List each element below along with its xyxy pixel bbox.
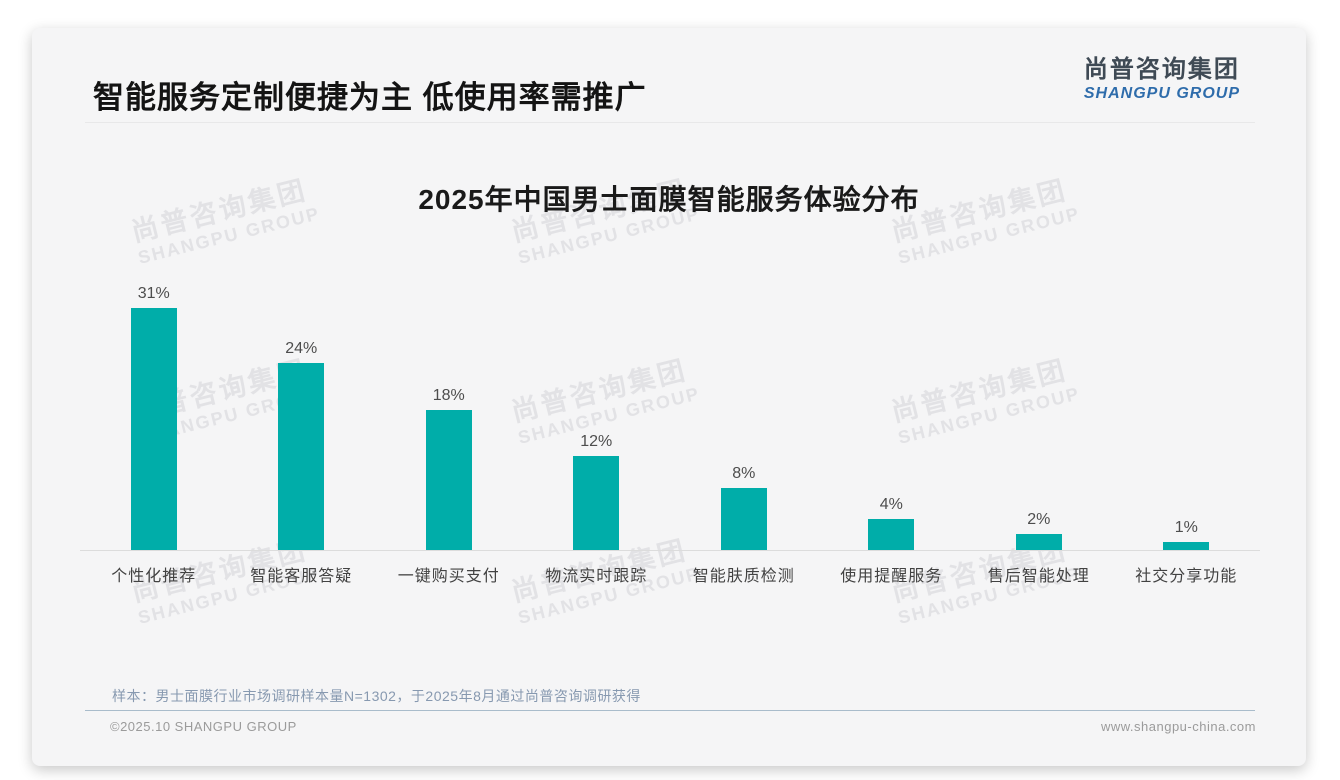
bar-column: 12% <box>523 433 671 550</box>
bar-column: 8% <box>670 465 818 550</box>
bar <box>868 519 915 550</box>
bar-value-label: 8% <box>732 465 756 482</box>
bar <box>1015 534 1062 550</box>
page-title: 智能服务定制便捷为主 低使用率需推广 <box>93 80 647 115</box>
bar-value-label: 18% <box>432 387 465 404</box>
footer: ©2025.10 SHANGPU GROUP www.shangpu-china… <box>110 719 1256 734</box>
bar <box>573 456 620 550</box>
bar-column: 1% <box>1113 519 1261 550</box>
category-label: 物流实时跟踪 <box>545 568 648 585</box>
category-label: 一键购买支付 <box>397 568 500 585</box>
category-label: 智能客服答疑 <box>250 568 353 585</box>
sample-note: 样本：男士面膜行业市场调研样本量N=1302，于2025年8月通过尚普咨询调研获… <box>112 688 641 704</box>
category-label: 个性化推荐 <box>111 568 197 585</box>
title-divider <box>85 122 1255 123</box>
bar-value-label: 4% <box>879 496 903 513</box>
bar <box>720 488 767 550</box>
footer-divider <box>85 710 1255 711</box>
category-label: 使用提醒服务 <box>840 568 943 585</box>
category-label: 社交分享功能 <box>1135 568 1238 585</box>
category-label: 售后智能处理 <box>987 568 1090 585</box>
bar <box>425 410 472 550</box>
bar-column: 2% <box>965 511 1113 550</box>
chart-title: 2025年中国男士面膜智能服务体验分布 <box>418 184 920 215</box>
bar-value-label: 24% <box>285 340 318 357</box>
category-label: 智能肤质检测 <box>692 568 795 585</box>
bar-column: 18% <box>375 387 523 550</box>
bar-chart-plot: 31% 24% 18% 12% 8% 4% 2% 1% <box>80 283 1260 551</box>
bar-value-label: 12% <box>580 433 613 450</box>
logo-chinese-text: 尚普咨询集团 <box>1083 56 1240 83</box>
bar-column: 24% <box>228 340 376 550</box>
bar-value-label: 2% <box>1027 511 1051 528</box>
bar-column: 4% <box>818 496 966 550</box>
bar <box>130 308 177 550</box>
company-logo: 尚普咨询集团 SHANGPU GROUP <box>1084 56 1240 103</box>
category-axis: 个性化推荐 智能客服答疑 一键购买支付 物流实时跟踪 智能肤质检测 使用提醒服务 售后智能处… <box>80 562 1260 586</box>
website-text: www.shangpu-china.com <box>1100 719 1256 734</box>
copyright-text: ©2025.10 SHANGPU GROUP <box>110 719 297 734</box>
slide-card: 尚普咨询集团 SHANGPU GROUP 尚普咨询集团 SHANGPU GROUP 尚普… <box>32 28 1306 766</box>
logo-english-text: SHANGPU GROUP <box>1083 84 1240 102</box>
bar-value-label: 1% <box>1174 519 1198 536</box>
bar <box>278 363 325 550</box>
bar-column: 31% <box>80 285 228 550</box>
bar <box>1163 542 1210 550</box>
bar-value-label: 31% <box>137 285 170 302</box>
